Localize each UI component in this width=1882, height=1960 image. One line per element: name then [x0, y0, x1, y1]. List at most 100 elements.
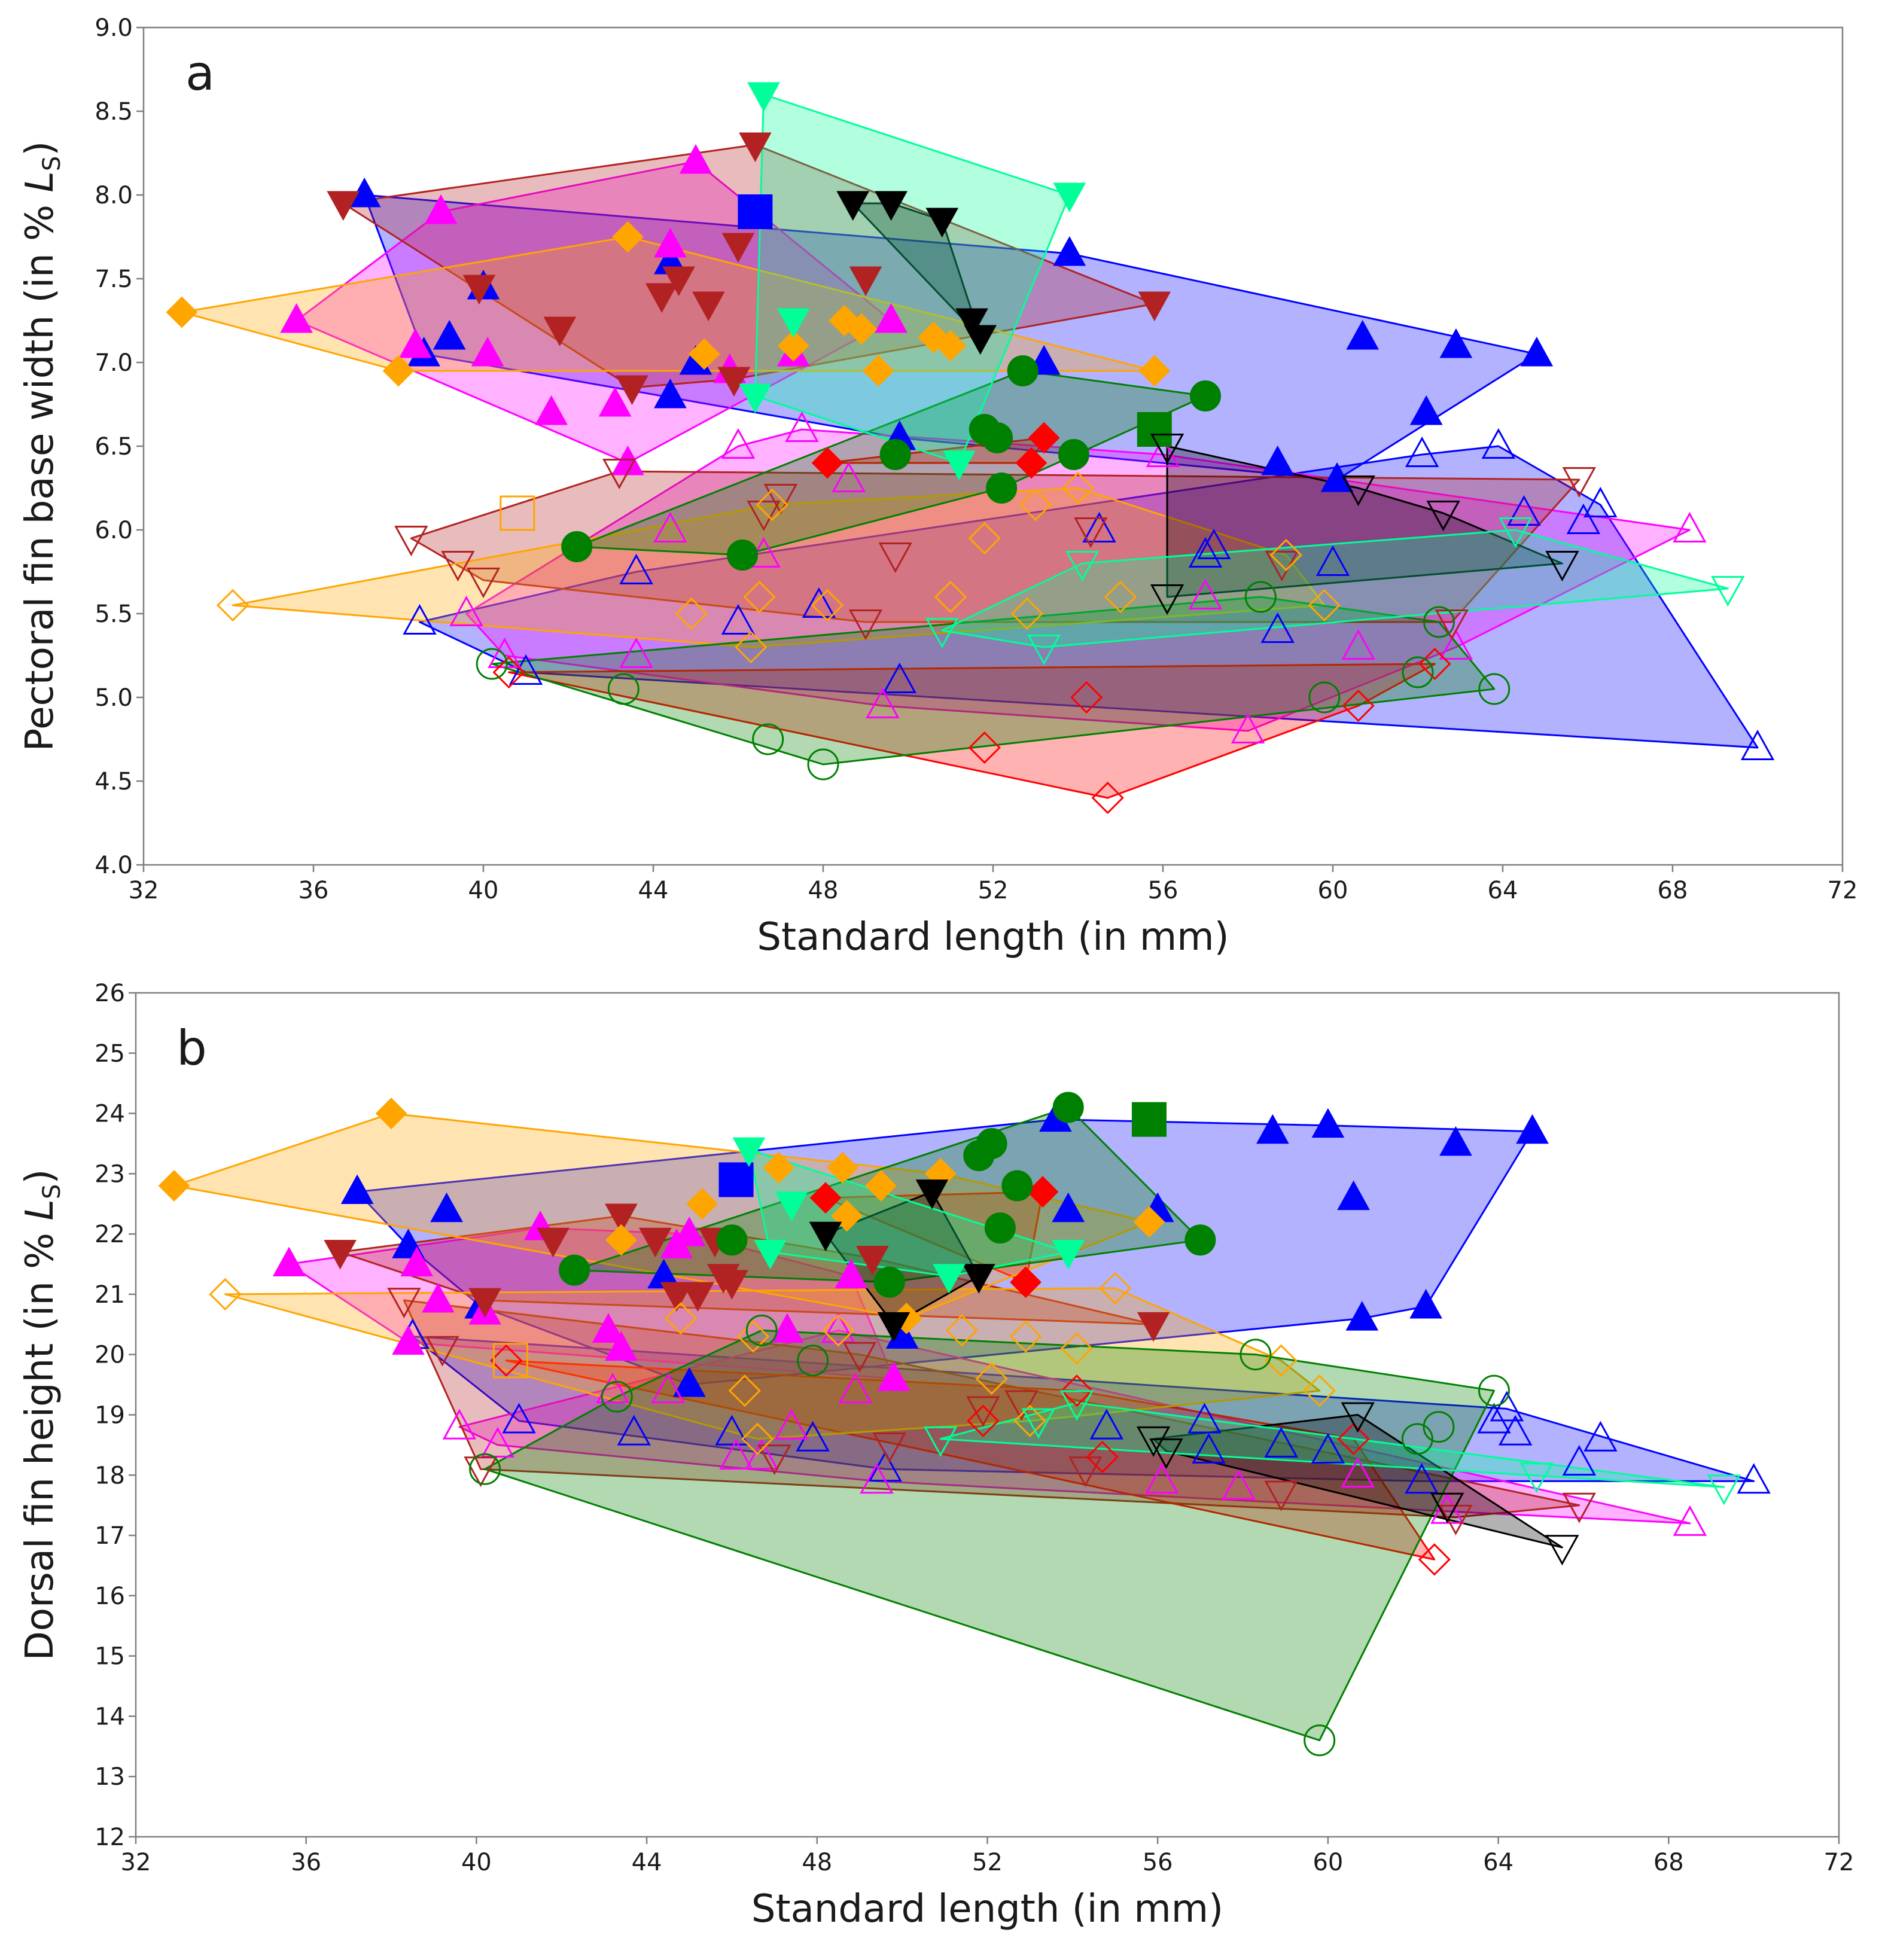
- data-point: [1311, 1432, 1345, 1464]
- data-point: [611, 221, 644, 253]
- data-point: [508, 654, 543, 685]
- y-tick-label: 8.5: [95, 98, 133, 126]
- data-point: [811, 589, 844, 622]
- data-point: [166, 296, 198, 328]
- data-point: [821, 1312, 855, 1343]
- data-point: [842, 1342, 877, 1373]
- data-point: [721, 428, 756, 459]
- data-point: [1053, 236, 1086, 266]
- x-tick-label: 72: [1824, 1849, 1854, 1876]
- data-point: [860, 1463, 894, 1494]
- data-point: [1009, 1320, 1042, 1353]
- data-point: [1498, 1415, 1533, 1446]
- data-point: [561, 531, 593, 562]
- panel-letter: a: [185, 45, 215, 101]
- data-point: [964, 325, 997, 355]
- data-point: [1133, 1206, 1165, 1238]
- marker-layer: [158, 1092, 1771, 1757]
- data-point: [848, 609, 883, 641]
- y-tick-label: 18: [95, 1462, 125, 1489]
- data-point: [387, 1288, 421, 1319]
- data-point: [975, 1362, 1008, 1395]
- data-point: [1303, 1374, 1336, 1407]
- data-point: [967, 1404, 1000, 1437]
- data-point: [1001, 1170, 1033, 1202]
- data-point: [1426, 501, 1460, 532]
- data-point: [1150, 434, 1184, 465]
- data-point: [375, 1098, 407, 1129]
- x-tick-label: 36: [299, 877, 329, 904]
- data-point: [605, 1203, 638, 1233]
- series-hull: [491, 596, 1496, 766]
- data-point: [1481, 428, 1516, 459]
- data-point: [866, 687, 900, 718]
- data-point: [797, 1345, 829, 1377]
- data-point: [1315, 545, 1350, 576]
- data-point: [1341, 475, 1375, 507]
- y-tick-label: 26: [95, 980, 125, 1007]
- data-point: [692, 291, 725, 322]
- data-point: [480, 1426, 515, 1458]
- data-point: [1070, 681, 1103, 714]
- data-point: [602, 459, 637, 490]
- data-point: [1137, 1312, 1170, 1342]
- data-point: [757, 1444, 791, 1476]
- data-point: [327, 191, 360, 221]
- data-point: [1545, 1535, 1579, 1566]
- data-point: [394, 526, 428, 557]
- series-hull: [232, 487, 1326, 648]
- data-point: [1737, 1463, 1771, 1494]
- data-point: [716, 1224, 748, 1256]
- data-point: [835, 1258, 868, 1289]
- data-point: [715, 1415, 749, 1446]
- data-point: [1136, 1426, 1171, 1457]
- series-hull: [458, 1329, 1691, 1525]
- x-tick-label: 40: [468, 877, 499, 904]
- data-point: [855, 1246, 889, 1276]
- data-point: [382, 355, 415, 387]
- data-point: [741, 1422, 774, 1455]
- data-point: [1345, 1301, 1379, 1331]
- data-point: [1435, 609, 1469, 641]
- data-point: [865, 1170, 897, 1202]
- data-point: [822, 1314, 855, 1347]
- data-point: [559, 1254, 590, 1286]
- x-tick-label: 72: [1828, 877, 1858, 904]
- data-point: [968, 731, 1001, 764]
- data-point: [1007, 355, 1039, 386]
- data-point: [875, 191, 907, 221]
- data-point: [1261, 445, 1295, 475]
- data-point: [392, 1325, 425, 1355]
- data-point: [1061, 471, 1095, 505]
- y-tick-label: 9.0: [95, 14, 133, 42]
- data-point: [1137, 412, 1172, 447]
- data-point: [1053, 182, 1086, 213]
- data-point: [1013, 1404, 1046, 1437]
- data-point: [645, 283, 678, 313]
- data-point: [1583, 1421, 1618, 1452]
- data-point: [1004, 1390, 1039, 1421]
- data-point: [1074, 517, 1108, 548]
- data-point: [718, 1162, 754, 1197]
- data-point: [471, 336, 504, 367]
- data-point: [1583, 486, 1618, 517]
- data-point: [747, 501, 781, 532]
- data-point: [1439, 629, 1473, 660]
- data-point: [1082, 511, 1116, 542]
- data-point: [502, 1403, 536, 1434]
- data-point: [1021, 1408, 1056, 1439]
- data-point: [774, 1409, 809, 1440]
- data-point: [849, 266, 882, 297]
- data-point: [1060, 1374, 1094, 1407]
- x-tick-label: 64: [1483, 1849, 1513, 1876]
- data-point: [324, 1239, 357, 1270]
- series-hull: [224, 1287, 1321, 1440]
- data-point: [832, 461, 866, 492]
- data-point: [1192, 1432, 1226, 1464]
- data-point: [924, 1426, 958, 1457]
- x-tick-label: 48: [802, 1849, 832, 1876]
- x-tick-label: 64: [1488, 877, 1518, 904]
- data-point: [1244, 581, 1277, 613]
- data-point: [490, 1344, 523, 1377]
- data-point: [1507, 495, 1541, 526]
